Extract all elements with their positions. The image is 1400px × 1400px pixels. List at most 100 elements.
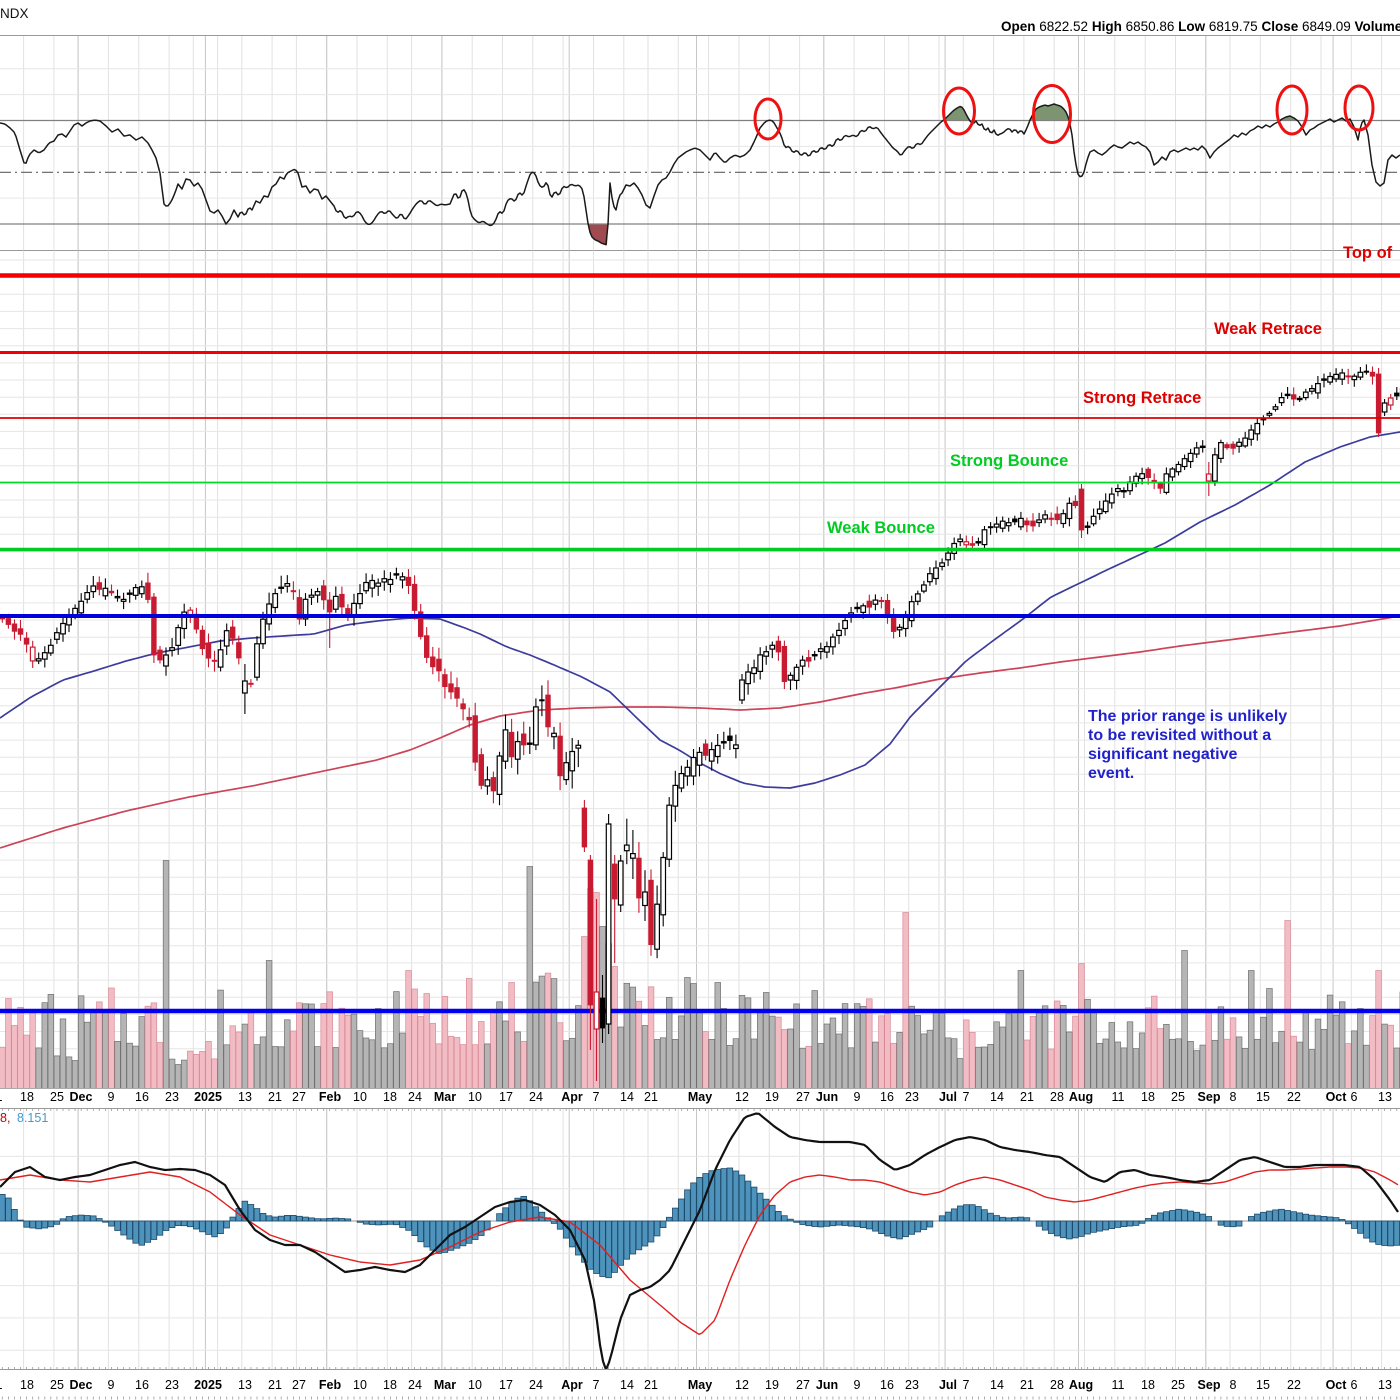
svg-text:11: 11	[1112, 1378, 1125, 1392]
svg-text:2025: 2025	[194, 1090, 222, 1104]
svg-text:10: 10	[353, 1378, 367, 1392]
svg-text:23: 23	[905, 1378, 919, 1392]
svg-text:11: 11	[1112, 1090, 1125, 1104]
svg-text:13: 13	[1378, 1090, 1392, 1104]
svg-text:28: 28	[1050, 1090, 1064, 1104]
svg-text:Sep: Sep	[1198, 1378, 1221, 1392]
svg-text:Jun: Jun	[816, 1378, 838, 1392]
svg-text:23: 23	[165, 1090, 179, 1104]
svg-text:11: 11	[0, 1090, 3, 1104]
svg-text:Weak Bounce: Weak Bounce	[827, 519, 935, 537]
svg-text:Oct: Oct	[1326, 1378, 1348, 1392]
svg-text:May: May	[688, 1378, 712, 1392]
svg-text:16: 16	[880, 1378, 894, 1392]
svg-text:9: 9	[854, 1378, 861, 1392]
svg-text:24: 24	[408, 1378, 422, 1392]
svg-text:Jul: Jul	[939, 1378, 957, 1392]
svg-text:significant negative: significant negative	[1088, 746, 1237, 763]
svg-text:14: 14	[990, 1378, 1004, 1392]
svg-text:10: 10	[468, 1378, 482, 1392]
svg-text:Feb: Feb	[319, 1090, 342, 1104]
svg-text:Dec: Dec	[70, 1378, 93, 1392]
svg-text:7: 7	[593, 1090, 600, 1104]
svg-text:28: 28	[1050, 1378, 1064, 1392]
svg-text:23: 23	[905, 1090, 919, 1104]
svg-text:21: 21	[268, 1090, 282, 1104]
svg-text:13: 13	[238, 1090, 252, 1104]
svg-text:18: 18	[383, 1090, 397, 1104]
svg-text:NDX: NDX	[0, 6, 29, 21]
svg-text:17: 17	[499, 1090, 513, 1104]
svg-text:9: 9	[108, 1378, 115, 1392]
svg-text:16: 16	[135, 1090, 149, 1104]
svg-text:10: 10	[468, 1090, 482, 1104]
svg-text:2025: 2025	[194, 1378, 222, 1392]
svg-text:18: 18	[383, 1378, 397, 1392]
svg-text:14: 14	[990, 1090, 1004, 1104]
svg-text:16: 16	[135, 1378, 149, 1392]
svg-text:6: 6	[1351, 1378, 1358, 1392]
svg-text:6: 6	[1351, 1090, 1358, 1104]
svg-text:15: 15	[1256, 1378, 1270, 1392]
svg-text:7: 7	[593, 1378, 600, 1392]
svg-text:May: May	[688, 1090, 712, 1104]
svg-text:25: 25	[1171, 1090, 1185, 1104]
svg-text:15: 15	[1256, 1090, 1270, 1104]
svg-text:Feb: Feb	[319, 1378, 342, 1392]
svg-text:12: 12	[735, 1090, 749, 1104]
svg-text:21: 21	[1020, 1378, 1034, 1392]
svg-text:19: 19	[765, 1090, 779, 1104]
svg-text:21: 21	[644, 1378, 658, 1392]
svg-text:18: 18	[20, 1090, 34, 1104]
svg-text:Aug: Aug	[1069, 1090, 1093, 1104]
svg-text:25: 25	[1171, 1378, 1185, 1392]
svg-text:24: 24	[529, 1378, 543, 1392]
svg-text:9: 9	[108, 1090, 115, 1104]
svg-text:8: 8	[1230, 1090, 1237, 1104]
svg-text:Oct: Oct	[1326, 1090, 1348, 1104]
svg-text:27: 27	[292, 1090, 306, 1104]
svg-text:Mar: Mar	[434, 1378, 456, 1392]
svg-text:Aug: Aug	[1069, 1378, 1093, 1392]
svg-text:27: 27	[292, 1378, 306, 1392]
svg-text:7: 7	[963, 1090, 970, 1104]
svg-text:9: 9	[854, 1090, 861, 1104]
svg-text:10: 10	[353, 1090, 367, 1104]
svg-text:18: 18	[20, 1378, 34, 1392]
svg-text:14: 14	[620, 1090, 634, 1104]
svg-text:Jul: Jul	[939, 1090, 957, 1104]
svg-text:Apr: Apr	[561, 1378, 583, 1392]
svg-text:Open 6822.52 High 6850.86 Lo: Open 6822.52 High 6850.86 Low 6819.75 Cl…	[1001, 19, 1400, 34]
svg-text:13: 13	[1378, 1378, 1392, 1392]
svg-text:27: 27	[796, 1378, 810, 1392]
svg-text:Strong Retrace: Strong Retrace	[1083, 389, 1201, 407]
svg-text:21: 21	[268, 1378, 282, 1392]
svg-text:to be revisited without a: to be revisited without a	[1088, 727, 1271, 744]
svg-text:Apr: Apr	[561, 1090, 583, 1104]
svg-text:8.151: 8.151	[17, 1111, 48, 1125]
svg-text:11: 11	[0, 1378, 3, 1392]
svg-text:The prior range is unlikely: The prior range is unlikely	[1088, 708, 1287, 725]
svg-text:8,: 8,	[0, 1111, 10, 1125]
svg-text:21: 21	[1020, 1090, 1034, 1104]
svg-text:Jun: Jun	[816, 1090, 838, 1104]
svg-text:25: 25	[50, 1378, 64, 1392]
svg-text:14: 14	[620, 1378, 634, 1392]
svg-text:19: 19	[765, 1378, 779, 1392]
svg-text:24: 24	[529, 1090, 543, 1104]
svg-text:Dec: Dec	[70, 1090, 93, 1104]
svg-text:Top of: Top of	[1343, 244, 1393, 262]
svg-text:16: 16	[880, 1090, 894, 1104]
svg-text:18: 18	[1141, 1090, 1155, 1104]
svg-text:12: 12	[735, 1378, 749, 1392]
svg-text:21: 21	[644, 1090, 658, 1104]
svg-text:7: 7	[963, 1378, 970, 1392]
svg-text:Strong Bounce: Strong Bounce	[950, 452, 1068, 470]
svg-text:Weak Retrace: Weak Retrace	[1214, 320, 1322, 338]
svg-text:22: 22	[1287, 1378, 1301, 1392]
svg-text:22: 22	[1287, 1090, 1301, 1104]
svg-text:Sep: Sep	[1198, 1090, 1221, 1104]
svg-text:25: 25	[50, 1090, 64, 1104]
svg-text:Mar: Mar	[434, 1090, 456, 1104]
svg-text:24: 24	[408, 1090, 422, 1104]
